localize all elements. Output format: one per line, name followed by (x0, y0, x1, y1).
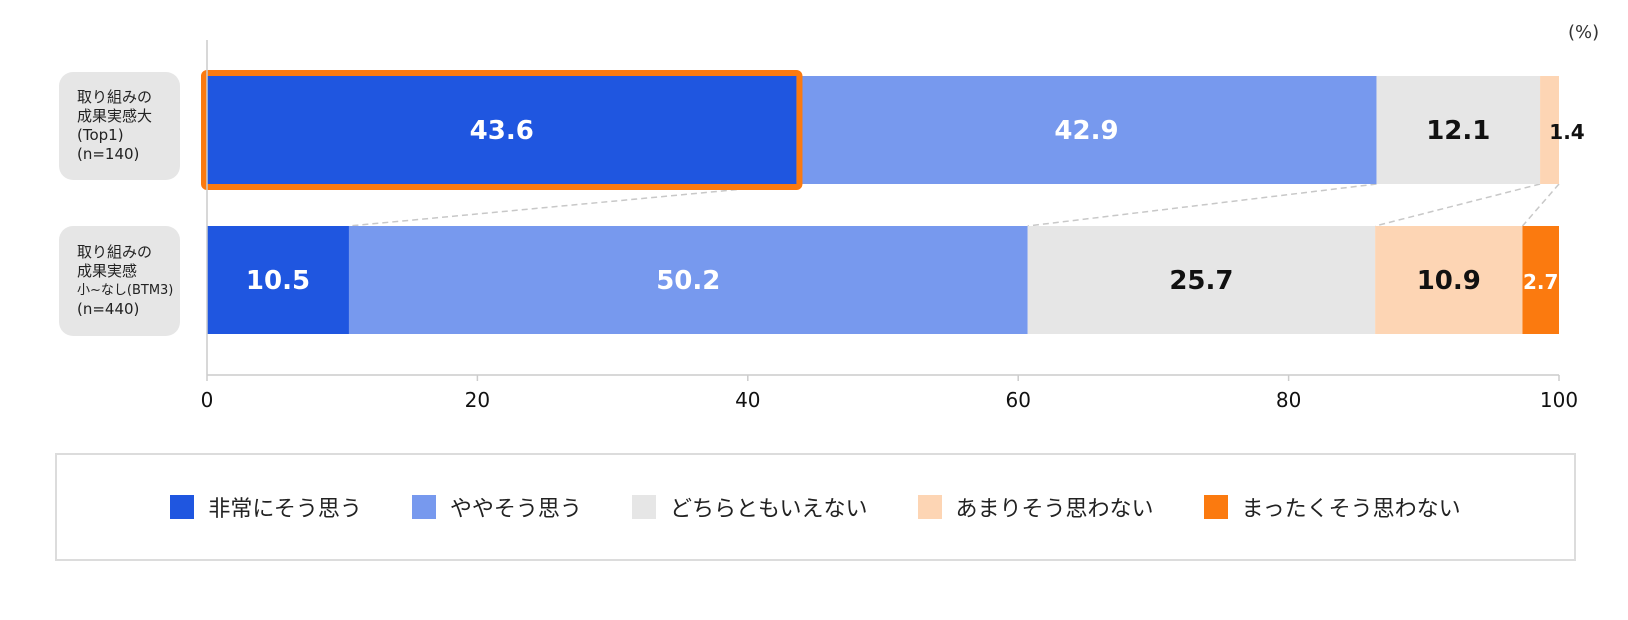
row-label-line: 成果実感大 (77, 107, 153, 125)
connector-line (1027, 183, 1377, 227)
unit-label: (%) (1568, 22, 1600, 43)
row-label-line: 取り組みの (77, 243, 153, 261)
bar-segment (348, 226, 1028, 334)
legend-label: まったくそう思わない (1241, 497, 1461, 522)
data-label: 42.9 (1054, 116, 1118, 146)
legend-item: あまりそう思わない (917, 491, 1154, 523)
connector-line (348, 183, 797, 227)
stacked-bar-chart: 43.6 42.9 12.1 1.4 10.5 50.2 25.7 10.9 2.7 0 20 40 6… (201, 40, 1585, 412)
legend-label: どちらともいえない (669, 497, 868, 522)
bar-segment (207, 226, 349, 334)
legend-item: ややそう思う (411, 491, 582, 523)
bar-segment (1522, 226, 1559, 334)
row-label-line: (n=140) (77, 145, 140, 163)
data-label: 12.1 (1426, 116, 1490, 146)
x-tick-label: 40 (735, 388, 760, 412)
legend-swatch (1203, 495, 1228, 519)
row-label-line: (n=440) (77, 300, 140, 318)
legend-item: まったくそう思わない (1203, 491, 1461, 523)
x-tick-label: 20 (465, 388, 490, 412)
data-label: 50.2 (656, 266, 720, 296)
data-label: 43.6 (470, 116, 534, 146)
row-label-btm3: 取り組みの 成果実感 小~なし(BTM3) (n=440) (59, 226, 180, 336)
legend-item: 非常にそう思う (170, 491, 362, 523)
x-tick-label: 60 (1005, 388, 1030, 412)
legend-swatch (170, 495, 195, 519)
data-label: 25.7 (1169, 266, 1233, 296)
data-label: 10.5 (246, 266, 310, 296)
bar-segment (796, 76, 1377, 184)
x-tick-label: 0 (201, 388, 214, 412)
bar-segment (207, 76, 797, 184)
bar-segment (1375, 226, 1523, 334)
legend-swatch (411, 495, 436, 519)
legend-swatch (917, 495, 942, 519)
x-tick-label: 100 (1540, 388, 1578, 412)
row-label-line: 小~なし(BTM3) (77, 283, 174, 298)
legend-label: ややそう思う (449, 497, 582, 522)
data-label: 1.4 (1549, 120, 1584, 144)
connector-line (1374, 183, 1541, 227)
legend-label: あまりそう思わない (955, 497, 1154, 522)
bar-segment (1027, 226, 1376, 334)
row-label-line: (Top1) (77, 126, 124, 144)
x-tick-label: 80 (1276, 388, 1301, 412)
bar-segment (1376, 76, 1541, 184)
connector-line (1521, 183, 1560, 227)
bar-segment (1540, 76, 1559, 184)
legend-swatch (631, 495, 656, 519)
highlight-outline (201, 70, 803, 190)
row-label-line: 成果実感 (77, 262, 138, 280)
data-label: 2.7 (1523, 270, 1558, 294)
legend: 非常にそう思う ややそう思う どちらともいえない あまりそう思わない まったくそ… (55, 453, 1576, 561)
data-label: 10.9 (1417, 266, 1481, 296)
row-label-line: 取り組みの (77, 88, 153, 106)
legend-item: どちらともいえない (631, 491, 868, 523)
legend-label: 非常にそう思う (208, 497, 362, 522)
row-label-top1: 取り組みの 成果実感大 (Top1) (n=140) (59, 72, 180, 180)
